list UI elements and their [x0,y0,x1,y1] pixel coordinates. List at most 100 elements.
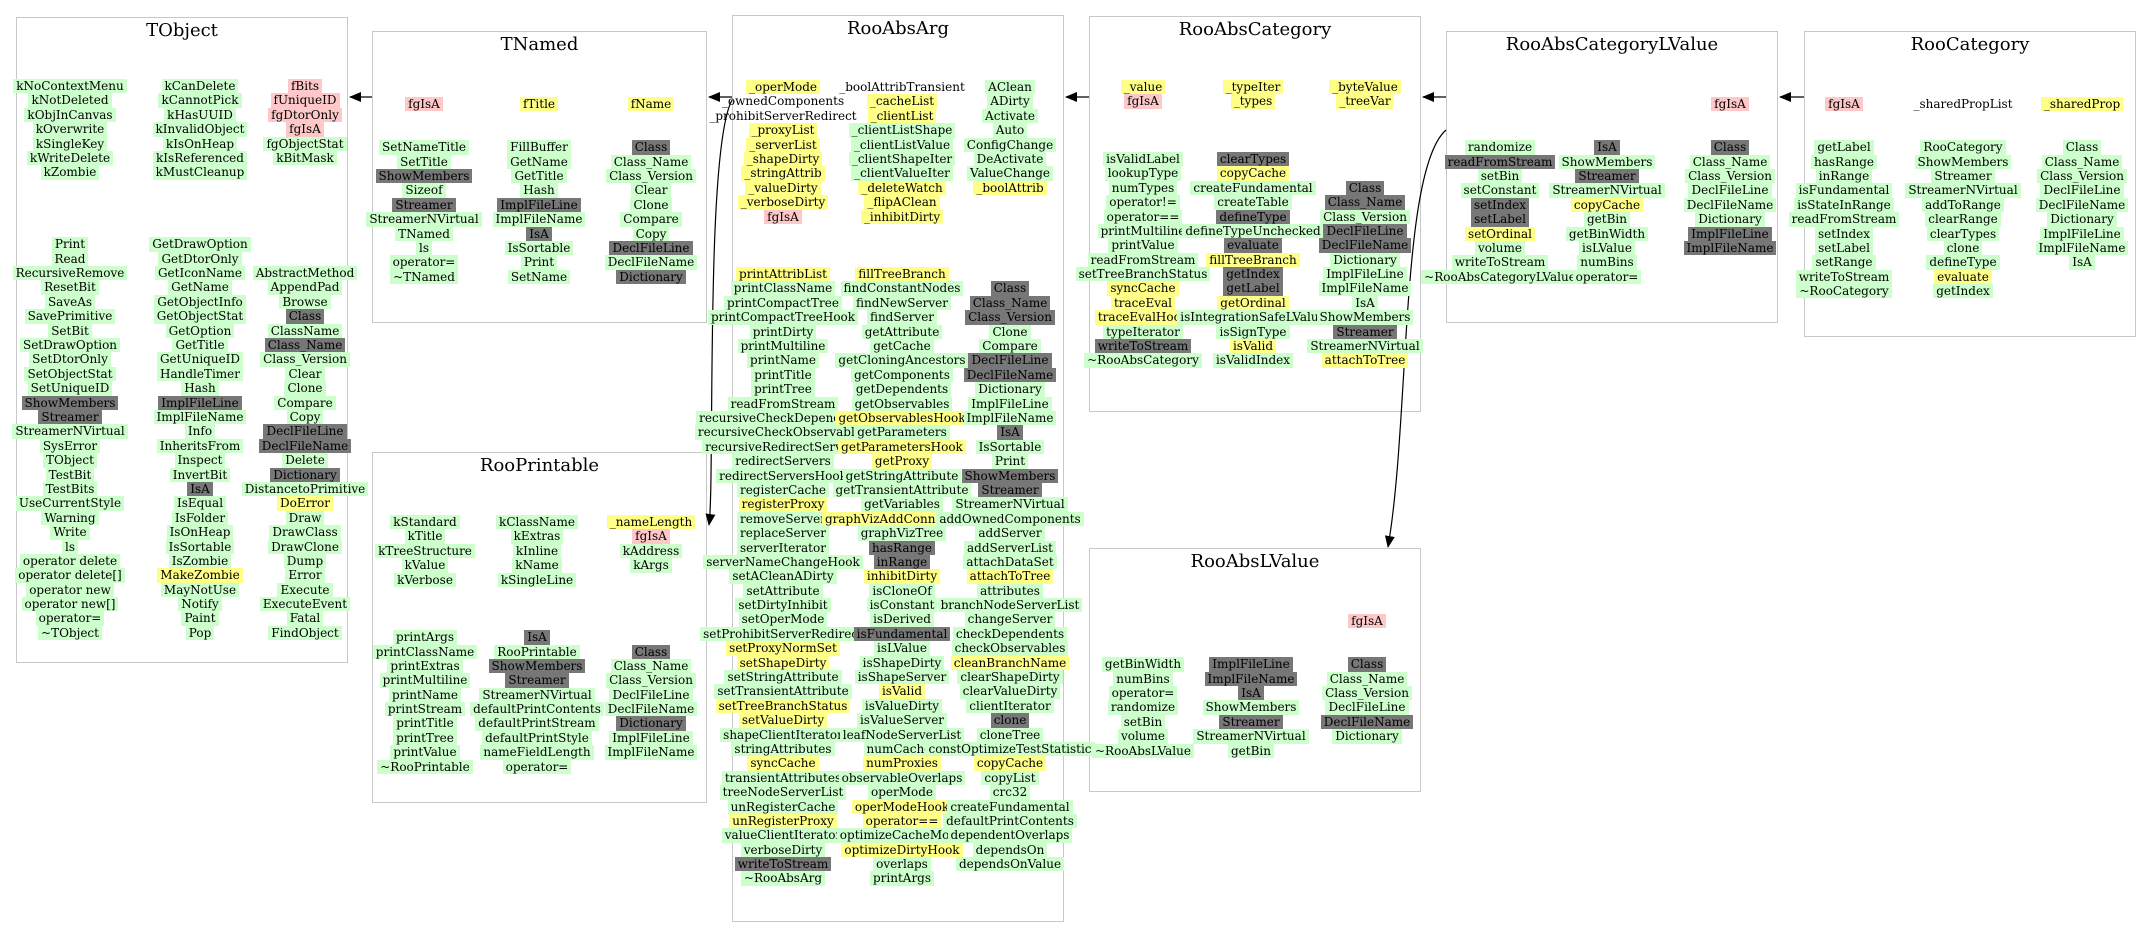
member-item: Compare [274,395,336,410]
member-item: clone [1943,240,1983,256]
member-item: IsA [526,226,552,241]
member-item: optimizeDirtyHook [841,842,963,858]
member-item: DeclFileLine [1688,183,1772,198]
member-item: kSingleLine [497,572,577,587]
member-item: Clone [989,324,1031,340]
member-item: Class_Name [1689,154,1771,169]
member-item: randomize [1464,140,1536,155]
member-item: fgIsA [1348,614,1386,629]
member-item: printTitle [393,716,457,731]
member-item: fTitle [519,97,559,112]
member-spacer [67,194,73,208]
member-spacer [1250,123,1256,137]
member-item: _boolAttrib [973,180,1047,196]
member-item: operator delete[] [15,568,125,583]
member-item: Dictionary [616,269,686,285]
member-spacer [2079,111,2085,125]
member-item: traceEval [1110,295,1176,311]
member-item: ImplFileLine [1688,226,1772,241]
member-item: _clientListShape [848,123,956,138]
member-item: serverIterator [737,540,829,555]
member-item: StreamerNVirtual [1307,339,1423,354]
member-item: DeclFileName [258,438,352,454]
member-item: Class_Version [260,352,350,367]
member-spacer [1007,210,1013,224]
member-item: _nameLength [606,515,696,530]
member-spacer [1250,109,1256,123]
member-column: _operMode _ownedComponents _prohibitServer… [693,80,873,886]
member-item: kIsReferenced [153,150,247,166]
member-item: ExecuteEvent [259,597,351,612]
member-item: kStandard [390,515,460,530]
member-item: dependsOnValue [955,857,1065,872]
member-item: checkDependents [952,626,1068,642]
member-item: printMultiline [737,339,829,354]
member-item: GetDrawOption [149,237,251,252]
member-item: GetOption [165,323,235,339]
member-item: _clientValueIter [851,166,953,181]
member-item: copyCache [1216,166,1290,181]
member-spacer [1140,643,1146,657]
member-item: kArgs [630,558,672,573]
member-item: isLValue [1579,240,1635,256]
member-spacer [302,165,308,179]
member-item: Class [1345,180,1385,196]
member-item: ValueChange [967,166,1053,181]
class-title: RooAbsArg [846,18,950,39]
member-item: cleanBranchName [950,655,1070,671]
member-item: findServer [866,310,938,325]
member-item: kMustCleanup [152,165,248,180]
member-item: DeclFileLine [968,353,1052,368]
member-item: _types [1230,94,1276,109]
member-spacer [422,601,428,615]
member-item: Warning [41,510,99,526]
member-item: Class_Name [2041,154,2123,169]
member-item: inRange [1815,168,1873,184]
member-item: _stringAttrib [741,166,825,181]
member-spacer [648,616,654,630]
member-item: StreamerNVirtual [952,497,1068,512]
member-item: _prohibitServerRedirect [709,108,857,123]
member-item: ConfigChange [963,137,1057,152]
member-item: getVariables [861,497,943,512]
member-item: kIsOnHeap [162,136,238,151]
member-item: fgIsA [405,97,443,112]
member-spacer [1364,643,1370,657]
member-item: printArgs [869,871,935,886]
member-item: getCloningAncestors [835,353,969,368]
member-item: DeclFileName [604,255,698,270]
member-spacer [302,237,308,251]
member-item: StreamerNVirtual [479,687,595,703]
member-item: IsSortable [504,240,574,256]
member-item: isValid [1229,339,1277,354]
member-spacer [1604,126,1610,140]
member-item: TestBits [42,481,98,497]
member-item: _valueDirty [745,180,821,196]
member-item: Fatal [286,611,324,626]
member-spacer [302,194,308,208]
member-item: addServerList [964,540,1056,555]
member-spacer [421,126,427,140]
member-item: TObject [43,453,97,468]
member-item: isDerived [870,612,934,627]
member-item: getObservables [851,396,953,411]
member-item: kName [512,558,562,573]
member-item: ClassName [267,323,343,339]
member-column: _typeIter _types clearTypes copyCache create… [1163,80,1343,368]
member-item: Class [631,644,671,659]
member-item: DeclFileLine [2040,183,2124,198]
member-column: AClean ADirty Activate Auto ConfigChange DeAc… [920,80,1100,872]
member-column: fgIsA getLabel hasRange inRange isFundamenta… [1754,97,1934,299]
member-column: fBits fUniqueID fgDtorOnly fgIsA fgObjectSta… [215,79,395,641]
member-item: fillTreeBranch [1206,252,1300,268]
member-item: getDependents [852,382,952,397]
member-item: DeclFileName [1320,714,1414,730]
member-item: getTransientAttribute [832,482,972,498]
member-item: Copy [632,226,670,241]
member-spacer [1362,166,1368,180]
member-spacer [648,111,654,125]
member-item: Dictionary [1695,212,1765,227]
member-item: syncCache [747,756,819,771]
member-item: operator new[] [21,597,119,612]
member-item: _shapeDirty [743,151,823,167]
